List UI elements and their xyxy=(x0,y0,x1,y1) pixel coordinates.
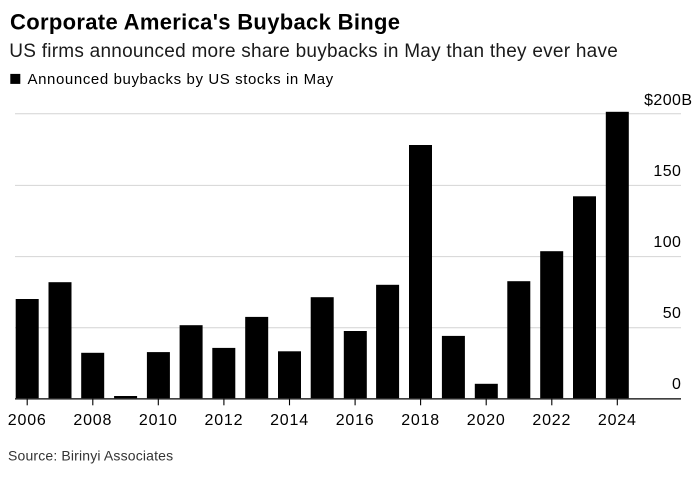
svg-text:2018: 2018 xyxy=(401,412,440,429)
svg-text:2014: 2014 xyxy=(270,412,309,429)
svg-text:$200: $200 xyxy=(644,92,681,109)
svg-text:100: 100 xyxy=(653,234,681,251)
svg-text:2010: 2010 xyxy=(139,412,178,429)
svg-text:2024: 2024 xyxy=(598,412,637,429)
svg-text:B: B xyxy=(681,92,692,109)
svg-text:Source: Birinyi Associates: Source: Birinyi Associates xyxy=(8,447,173,463)
svg-text:Announced buybacks by US stock: Announced buybacks by US stocks in May xyxy=(28,71,334,88)
svg-text:Corporate America's Buyback Bi: Corporate America's Buyback Binge xyxy=(10,10,400,35)
svg-text:2022: 2022 xyxy=(532,412,571,429)
svg-text:2008: 2008 xyxy=(73,412,112,429)
svg-text:2012: 2012 xyxy=(205,412,244,429)
svg-text:US firms announced more share: US firms announced more share buybacks i… xyxy=(9,41,618,62)
svg-text:2006: 2006 xyxy=(8,412,47,429)
svg-text:150: 150 xyxy=(653,163,681,180)
svg-text:2020: 2020 xyxy=(467,412,506,429)
svg-text:50: 50 xyxy=(663,305,682,322)
svg-text:0: 0 xyxy=(672,376,681,393)
svg-text:2016: 2016 xyxy=(336,412,375,429)
